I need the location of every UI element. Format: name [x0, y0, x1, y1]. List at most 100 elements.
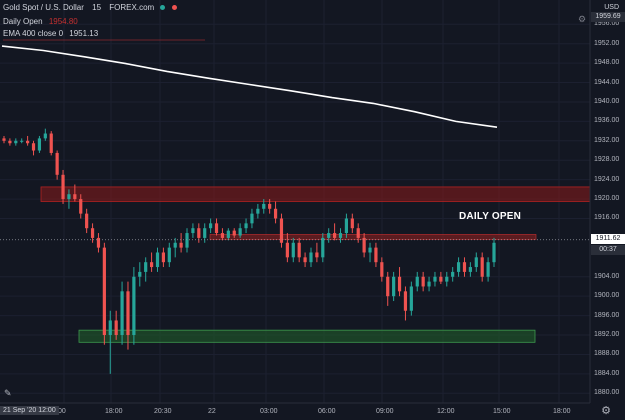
candle-body [297, 242, 301, 258]
ema-legend[interactable]: EMA 400 close 0 1951.13 [3, 29, 98, 38]
interval-label: 15 [92, 3, 102, 12]
time-tick-label: 09:00 [376, 408, 394, 415]
time-tick-label: 06:00 [318, 408, 336, 415]
candle-body [427, 281, 431, 287]
candle-body [20, 140, 24, 142]
candle-body [291, 242, 295, 258]
candle-body [2, 138, 6, 141]
candle-body [309, 252, 313, 263]
candle-body [43, 133, 47, 139]
candle-body [315, 252, 319, 258]
price-tick-label: 1940.00 [594, 97, 620, 105]
candle-body [421, 276, 425, 287]
candle-body [356, 228, 360, 238]
candle-body [403, 291, 408, 311]
top-price-badge: 1959.69 [591, 12, 625, 22]
ema-label: EMA 400 close 0 [3, 29, 64, 38]
candle-body [462, 262, 467, 272]
candle-body [344, 218, 349, 234]
daily-open-annotation[interactable]: DAILY OPEN [459, 211, 522, 222]
resistance-zone [40, 186, 591, 202]
candle-body [262, 203, 266, 209]
candle-body [327, 233, 331, 238]
candle-body [238, 228, 242, 236]
candle-body [96, 237, 101, 248]
time-tick-label: 18:00 [105, 408, 123, 415]
symbol-title[interactable]: Gold Spot / U.S. Dollar 15 FOREX.com [3, 3, 177, 12]
pencil-icon[interactable]: ✎ [4, 388, 12, 398]
candle-body [120, 291, 124, 336]
candle-body [268, 203, 272, 209]
daily-open-legend[interactable]: Daily Open 1954.80 [3, 17, 78, 26]
candle-body [397, 276, 402, 292]
candle-body [179, 242, 183, 248]
candle-body [468, 267, 472, 272]
candle-body [26, 140, 30, 144]
candle-body [439, 276, 443, 282]
countdown-badge: 00:37 [591, 245, 625, 255]
daily-open-label: Daily Open [3, 17, 43, 26]
candle-body [244, 223, 248, 229]
price-tick-label: 1920.00 [594, 195, 620, 203]
currency-label[interactable]: USD [604, 4, 619, 11]
candle-body [350, 218, 354, 229]
candle-body [108, 320, 112, 336]
price-tick-label: 1884.00 [594, 369, 620, 377]
price-tick-label: 1916.00 [594, 214, 620, 222]
source-label: FOREX.com [109, 3, 155, 12]
current-price-badge: 1911.62 [591, 234, 625, 244]
candle-body [173, 242, 177, 248]
price-tick-label: 1948.00 [594, 59, 620, 67]
candle-body [132, 276, 136, 336]
gear-icon[interactable]: ⚙ [578, 14, 587, 24]
candle-body [144, 262, 148, 272]
candle-body [492, 242, 496, 263]
candle-body [368, 247, 372, 253]
candle-body [445, 276, 449, 282]
candle-body [474, 257, 478, 268]
price-tick-label: 1952.00 [594, 39, 620, 47]
candle-body [338, 233, 343, 238]
candle-body [14, 140, 18, 144]
price-tick-label: 1896.00 [594, 311, 620, 319]
candle-body [273, 208, 278, 219]
candle-body [203, 228, 207, 238]
symbol-name: Gold Spot / U.S. Dollar [3, 3, 84, 12]
candle-body [161, 252, 165, 263]
candle-body [138, 271, 142, 277]
candle-body [456, 262, 461, 272]
crosshair-date-badge: 21 Sep '20 12:00 [0, 406, 59, 415]
candle-body [232, 230, 236, 236]
candle-body [31, 143, 36, 151]
candle-body [73, 194, 77, 200]
candle-body [155, 252, 160, 268]
candle-body [256, 208, 260, 214]
chart-settings-icon[interactable]: ⚙ [601, 405, 611, 417]
candle-body [321, 237, 325, 258]
price-tick-label: 1932.00 [594, 136, 620, 144]
candle-body [279, 218, 284, 243]
time-tick-label: 18:00 [553, 408, 571, 415]
candle-body [285, 242, 289, 258]
ema-value: 1951.13 [69, 29, 99, 38]
price-tick-label: 1888.00 [594, 350, 620, 358]
price-zones [40, 186, 591, 343]
time-tick-label: 03:00 [260, 408, 278, 415]
candle-body [303, 257, 307, 263]
candle-body [8, 140, 12, 144]
candle-body [114, 320, 118, 336]
price-tick-label: 1880.00 [594, 389, 620, 397]
candlesticks [2, 128, 496, 374]
candle-body [197, 228, 201, 238]
daily-open-value: 1954.80 [48, 17, 78, 26]
time-tick-label: 00 [58, 408, 66, 415]
candle-body [49, 133, 53, 153]
price-tick-label: 1924.00 [594, 175, 620, 183]
support-zone [78, 329, 536, 343]
price-tick-label: 1904.00 [594, 272, 620, 280]
time-tick-label: 15:00 [493, 408, 511, 415]
candle-body [126, 291, 130, 336]
candle-body [185, 233, 189, 248]
candle-body [85, 213, 89, 229]
